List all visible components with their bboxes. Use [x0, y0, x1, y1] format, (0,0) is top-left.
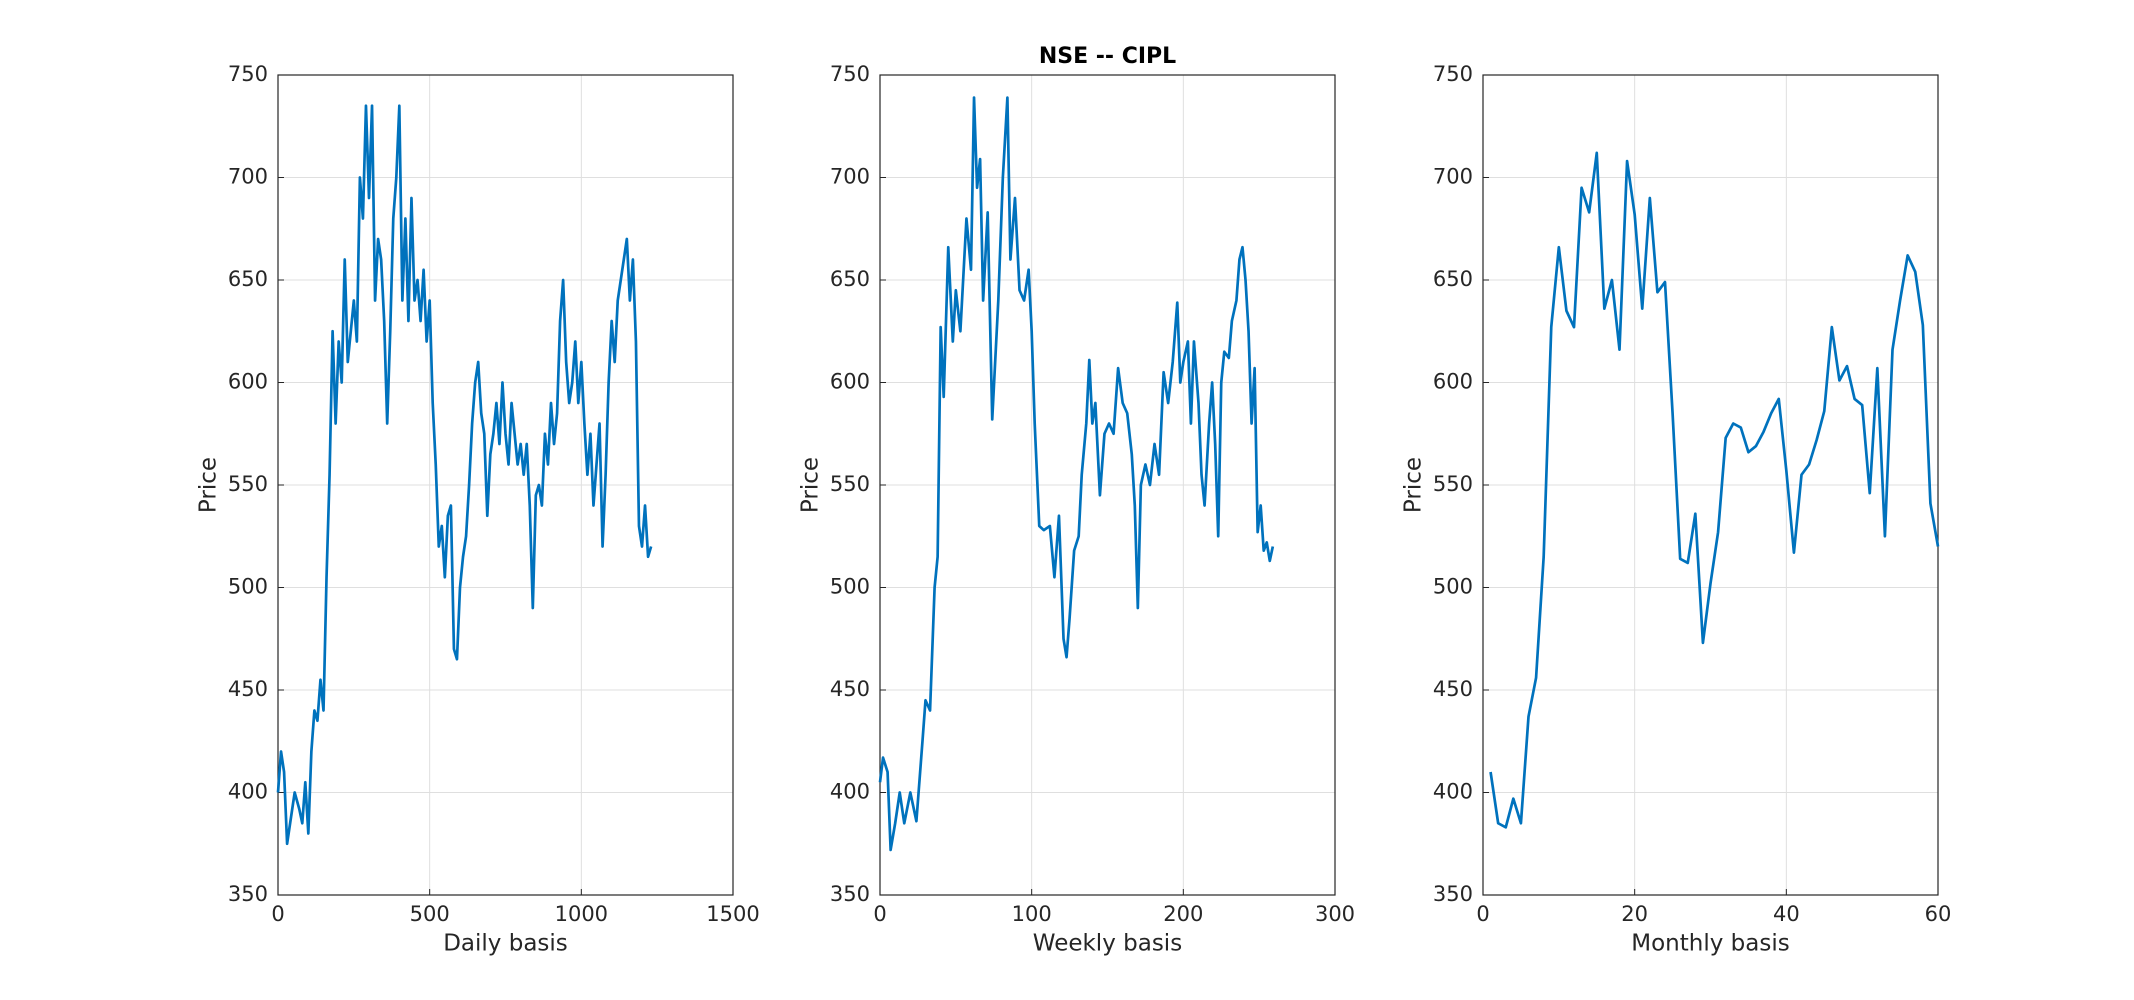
y-tick-label: 500 — [228, 575, 268, 599]
x-tick-label: 0 — [271, 902, 284, 926]
price-line — [878, 96, 1275, 852]
y-tick-label: 400 — [228, 780, 268, 804]
x-axis-label: Weekly basis — [1033, 931, 1182, 957]
y-tick-label: 700 — [228, 165, 268, 189]
x-tick-label: 40 — [1773, 902, 1800, 926]
price-line — [1489, 151, 1940, 829]
axes-frame — [277, 74, 734, 896]
y-tick-label: 350 — [830, 882, 870, 906]
y-tick-label: 450 — [830, 677, 870, 701]
y-tick-label: 500 — [830, 575, 870, 599]
x-tick-label: 300 — [1315, 902, 1355, 926]
y-tick-label: 350 — [228, 882, 268, 906]
y-tick-label: 750 — [228, 62, 268, 86]
x-tick-label: 1000 — [555, 902, 608, 926]
y-tick-label: 400 — [1433, 780, 1473, 804]
axes-frame — [879, 74, 1336, 896]
y-tick-label: 750 — [1433, 62, 1473, 86]
y-tick-label: 750 — [830, 62, 870, 86]
x-tick-label: 60 — [1925, 902, 1952, 926]
y-tick-label: 600 — [1433, 370, 1473, 394]
y-tick-label: 700 — [830, 165, 870, 189]
y-tick-label: 600 — [830, 370, 870, 394]
y-axis-label: Price — [798, 457, 824, 513]
y-axis-label: Price — [1401, 457, 1427, 513]
y-axis-label: Price — [196, 457, 222, 513]
x-tick-label: 200 — [1163, 902, 1203, 926]
y-tick-label: 550 — [228, 472, 268, 496]
y-tick-label: 600 — [228, 370, 268, 394]
y-tick-label: 550 — [1433, 472, 1473, 496]
x-tick-label: 1500 — [706, 902, 759, 926]
x-tick-label: 500 — [410, 902, 450, 926]
price-line — [276, 104, 653, 846]
chart-title: NSE -- CIPL — [1039, 44, 1176, 69]
y-tick-label: 550 — [830, 472, 870, 496]
y-tick-label: 650 — [830, 267, 870, 291]
y-tick-label: 400 — [830, 780, 870, 804]
y-tick-label: 450 — [1433, 677, 1473, 701]
y-tick-label: 450 — [228, 677, 268, 701]
y-tick-label: 650 — [1433, 267, 1473, 291]
x-tick-label: 20 — [1621, 902, 1648, 926]
x-axis-label: Monthly basis — [1631, 931, 1789, 957]
y-tick-label: 650 — [228, 267, 268, 291]
x-tick-label: 0 — [873, 902, 886, 926]
x-tick-label: 100 — [1012, 902, 1052, 926]
y-tick-label: 700 — [1433, 165, 1473, 189]
y-tick-label: 350 — [1433, 882, 1473, 906]
x-tick-label: 0 — [1476, 902, 1489, 926]
y-tick-label: 500 — [1433, 575, 1473, 599]
x-axis-label: Daily basis — [443, 931, 568, 957]
axes-frame — [1482, 74, 1939, 896]
